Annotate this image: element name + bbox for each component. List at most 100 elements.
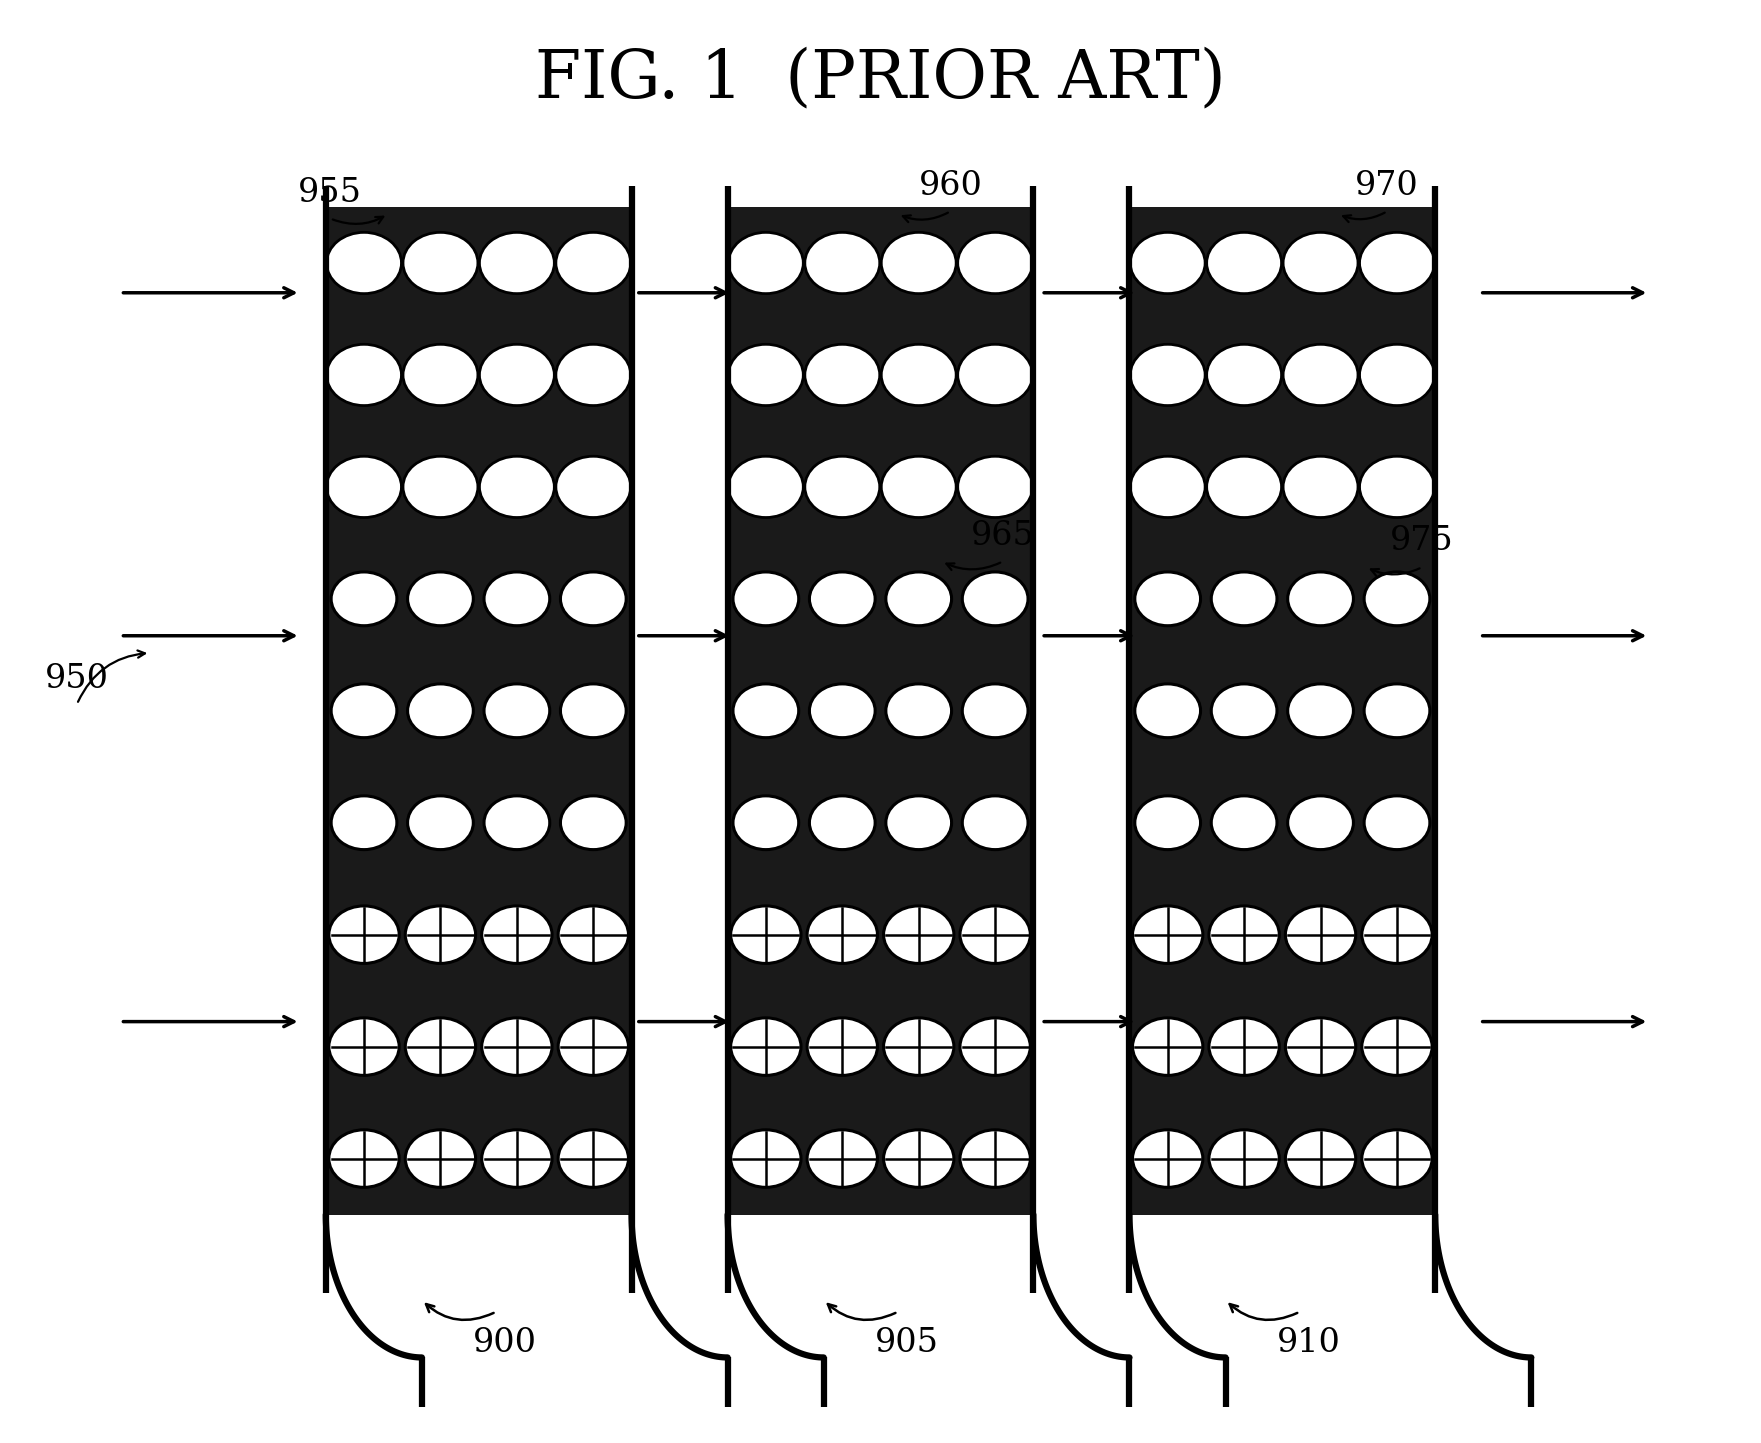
Circle shape	[884, 1017, 954, 1075]
Circle shape	[884, 906, 954, 964]
Circle shape	[1365, 571, 1430, 626]
Circle shape	[731, 1017, 801, 1075]
Circle shape	[1134, 571, 1201, 626]
Circle shape	[733, 684, 799, 737]
Bar	[1131, 206, 1433, 1215]
Text: 910: 910	[1277, 1328, 1340, 1359]
Circle shape	[958, 345, 1032, 405]
Text: 975: 975	[1389, 525, 1455, 557]
Circle shape	[479, 345, 555, 405]
Circle shape	[484, 571, 549, 626]
Circle shape	[560, 797, 627, 850]
Circle shape	[1132, 906, 1203, 964]
Circle shape	[729, 232, 803, 293]
Circle shape	[1134, 684, 1201, 737]
Circle shape	[886, 571, 951, 626]
Circle shape	[729, 345, 803, 405]
Circle shape	[329, 906, 400, 964]
Circle shape	[484, 797, 549, 850]
Circle shape	[962, 797, 1028, 850]
Circle shape	[805, 232, 880, 293]
Circle shape	[556, 232, 630, 293]
Circle shape	[960, 1130, 1030, 1188]
Circle shape	[558, 1017, 629, 1075]
Circle shape	[558, 906, 629, 964]
Circle shape	[1210, 1130, 1278, 1188]
Circle shape	[331, 797, 396, 850]
Text: FIG. 1  (PRIOR ART): FIG. 1 (PRIOR ART)	[535, 46, 1226, 111]
Circle shape	[1361, 906, 1432, 964]
Circle shape	[407, 684, 474, 737]
Circle shape	[483, 1130, 551, 1188]
Circle shape	[1212, 571, 1277, 626]
Circle shape	[331, 684, 396, 737]
Circle shape	[331, 571, 396, 626]
Circle shape	[329, 1130, 400, 1188]
Circle shape	[556, 345, 630, 405]
Circle shape	[1365, 684, 1430, 737]
Text: 965: 965	[970, 519, 1035, 551]
Bar	[328, 206, 630, 1215]
Circle shape	[731, 906, 801, 964]
Circle shape	[403, 232, 477, 293]
Text: 900: 900	[474, 1328, 537, 1359]
Circle shape	[958, 232, 1032, 293]
Circle shape	[810, 571, 875, 626]
Circle shape	[1131, 345, 1205, 405]
Circle shape	[1210, 906, 1278, 964]
Circle shape	[1131, 456, 1205, 518]
Circle shape	[962, 571, 1028, 626]
Circle shape	[1131, 232, 1205, 293]
Circle shape	[886, 684, 951, 737]
Circle shape	[1206, 456, 1282, 518]
Text: 905: 905	[875, 1328, 939, 1359]
Circle shape	[1284, 232, 1358, 293]
Circle shape	[1365, 797, 1430, 850]
Circle shape	[884, 1130, 954, 1188]
Text: 955: 955	[298, 176, 363, 209]
Circle shape	[407, 571, 474, 626]
Text: 970: 970	[1356, 170, 1419, 202]
Circle shape	[560, 684, 627, 737]
Circle shape	[733, 797, 799, 850]
Circle shape	[1287, 684, 1354, 737]
Circle shape	[329, 1017, 400, 1075]
Circle shape	[483, 906, 551, 964]
Circle shape	[1284, 345, 1358, 405]
Circle shape	[560, 571, 627, 626]
Circle shape	[1287, 571, 1354, 626]
Circle shape	[880, 345, 956, 405]
Circle shape	[326, 345, 402, 405]
Circle shape	[403, 345, 477, 405]
Circle shape	[810, 797, 875, 850]
Circle shape	[405, 1017, 475, 1075]
Circle shape	[733, 571, 799, 626]
Circle shape	[807, 1017, 877, 1075]
Circle shape	[810, 684, 875, 737]
Circle shape	[880, 232, 956, 293]
Circle shape	[1359, 456, 1435, 518]
Circle shape	[1210, 1017, 1278, 1075]
Circle shape	[962, 684, 1028, 737]
Circle shape	[1361, 1130, 1432, 1188]
Circle shape	[805, 345, 880, 405]
Circle shape	[479, 232, 555, 293]
Circle shape	[960, 1017, 1030, 1075]
Circle shape	[1359, 232, 1435, 293]
Circle shape	[484, 684, 549, 737]
Circle shape	[1132, 1017, 1203, 1075]
Circle shape	[1206, 232, 1282, 293]
Circle shape	[1134, 797, 1201, 850]
Text: 950: 950	[44, 662, 109, 694]
Circle shape	[729, 456, 803, 518]
Circle shape	[731, 1130, 801, 1188]
Circle shape	[1287, 797, 1354, 850]
Circle shape	[807, 1130, 877, 1188]
Circle shape	[403, 456, 477, 518]
Circle shape	[880, 456, 956, 518]
Circle shape	[479, 456, 555, 518]
Circle shape	[1132, 1130, 1203, 1188]
Circle shape	[1286, 1130, 1356, 1188]
Circle shape	[886, 797, 951, 850]
Circle shape	[405, 1130, 475, 1188]
